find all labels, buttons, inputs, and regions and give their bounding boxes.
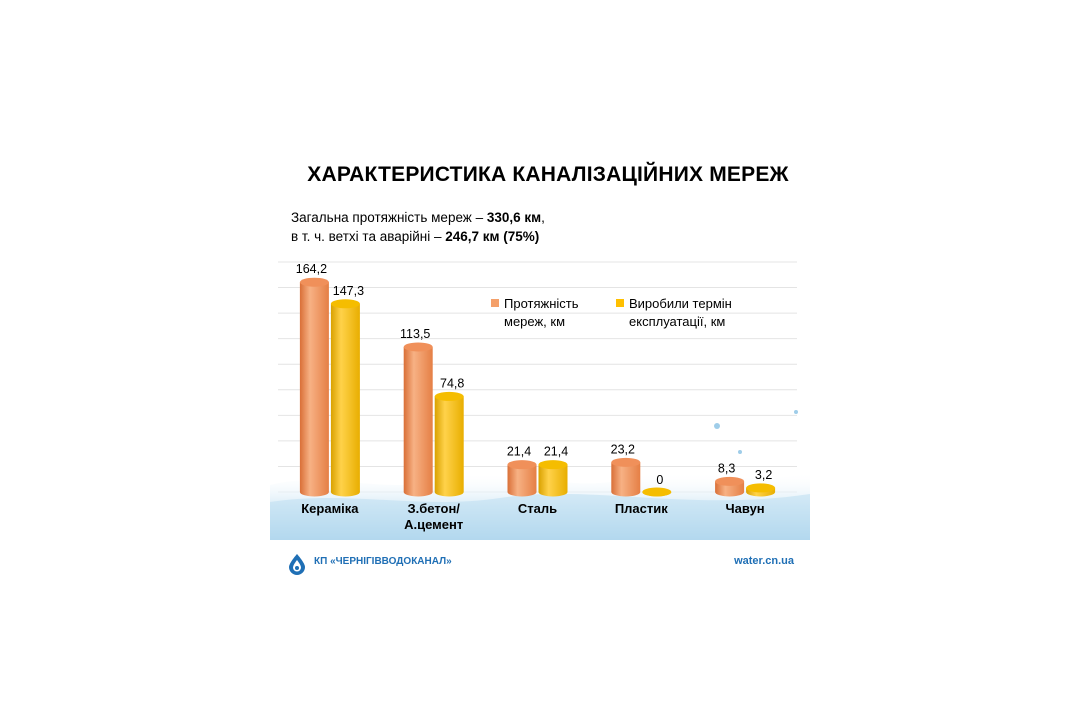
water-drop-logo-icon (289, 554, 305, 575)
bar-series-1 (403, 342, 433, 497)
summary-line-1: Загальна протяжність мереж – 330,6 км, (291, 208, 545, 227)
website-link[interactable]: water.cn.ua (734, 555, 794, 567)
summary-worn-label: в т. ч. ветхі та аварійні – (291, 229, 446, 244)
summary-text: Загальна протяжність мереж – 330,6 км, в… (291, 208, 545, 246)
bar-cap (611, 457, 641, 467)
bar-cap (507, 460, 537, 470)
data-label: 164,2 (296, 262, 327, 276)
bar-series-2 (746, 483, 776, 497)
summary-total-value: 330,6 км (486, 210, 542, 225)
summary-total-suffix: , (541, 210, 545, 225)
summary-worn-value: 246,7 км (75%) (445, 229, 540, 244)
bar-body (611, 462, 641, 497)
data-label: 21,4 (507, 445, 531, 459)
bar-body (538, 464, 568, 497)
summary-line-2: в т. ч. ветхі та аварійні – 246,7 км (75… (291, 227, 545, 246)
bar-series-2 (538, 460, 568, 497)
slide: ХАРАКТЕРИСТИКА КАНАЛІЗАЦІЙНИХ МЕРЕЖ Зага… (270, 150, 810, 590)
legend-swatch-series-2 (616, 299, 624, 307)
bar-series-1 (715, 476, 745, 497)
legend-item-series-1: Протяжність мереж, км (491, 295, 596, 331)
bar-body (330, 303, 360, 497)
bar-series-2 (330, 299, 360, 497)
bar-series-2 (642, 487, 672, 497)
data-label: 0 (656, 473, 663, 487)
data-label: 8,3 (718, 461, 735, 475)
bar-cap (715, 476, 745, 486)
bar-body (299, 282, 329, 497)
water-background (270, 410, 810, 540)
category-label: Пластик (615, 501, 668, 516)
bar-series-1 (507, 460, 537, 497)
data-label: 23,2 (611, 442, 635, 456)
data-label: 3,2 (755, 468, 772, 482)
bar-cap (746, 483, 776, 493)
bar-cap (403, 342, 433, 352)
bar-body (403, 346, 433, 497)
bar-series-1 (611, 457, 641, 497)
bar-body (434, 396, 464, 497)
category-label: З.бетон/А.цемент (404, 501, 463, 532)
data-label: 21,4 (544, 445, 568, 459)
summary-total-label: Загальна протяжність мереж – (291, 210, 487, 225)
data-label: 74,8 (440, 376, 464, 390)
category-label: Сталь (518, 501, 557, 516)
legend-item-series-2: Виробили термін експлуатації, км (616, 295, 764, 331)
legend-label-series-1: Протяжність мереж, км (504, 296, 579, 329)
legend-label-series-2: Виробили термін експлуатації, км (629, 296, 732, 329)
category-label: Чавун (726, 501, 765, 516)
gridlines (278, 261, 797, 493)
bar-cap (538, 460, 568, 470)
data-label: 113,5 (400, 327, 430, 341)
organization-name: КП «ЧЕРНІГІВВОДОКАНАЛ» (314, 556, 452, 567)
bar-series-2 (434, 391, 464, 497)
bar-cap (330, 299, 360, 309)
bar-body (507, 464, 537, 497)
data-label: 147,3 (333, 284, 364, 298)
bar-series-1 (299, 277, 329, 497)
bar-cap (299, 277, 329, 287)
legend-swatch-series-1 (491, 299, 499, 307)
bar-cap (642, 487, 672, 497)
bar-chart: 164,2 147,3 113,5 74,8 21,4 21,4 23,2 0 8,3 3,2 К… (270, 261, 810, 540)
bar-cap (434, 391, 464, 401)
category-label: Кераміка (301, 501, 359, 516)
chart-title: ХАРАКТЕРИСТИКА КАНАЛІЗАЦІЙНИХ МЕРЕЖ (307, 163, 789, 186)
